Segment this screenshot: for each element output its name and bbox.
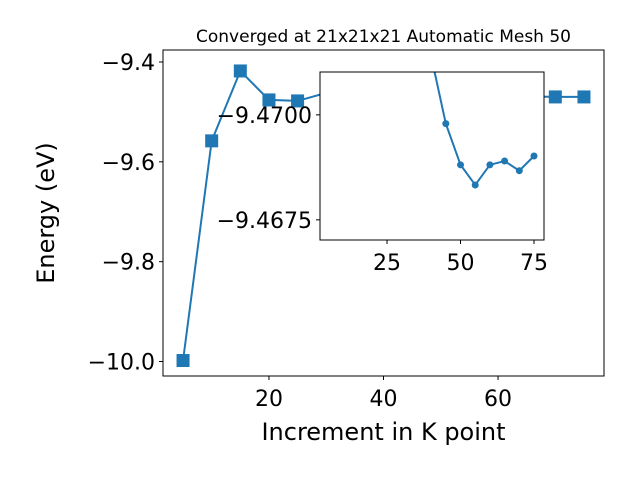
- x-tick-label: 20: [255, 387, 283, 412]
- x-tick-label: 40: [370, 387, 398, 412]
- marker: [515, 167, 523, 175]
- marker: [442, 120, 450, 128]
- marker: [548, 90, 562, 104]
- axes-frame: [319, 71, 545, 241]
- marker: [471, 181, 479, 189]
- marker: [486, 161, 494, 169]
- x-tick-label: 50: [447, 251, 475, 276]
- x-tick-label: 60: [484, 387, 512, 412]
- marker: [262, 93, 276, 107]
- plot-area: [320, 72, 544, 240]
- x-tick-label: 75: [520, 251, 548, 276]
- x-tick-label: 25: [373, 251, 401, 276]
- y-tick-label: −9.4675: [217, 209, 312, 234]
- marker: [291, 94, 305, 108]
- y-tick-label: −9.8: [102, 251, 155, 276]
- chart-title: Converged at 21x21x21 Automatic Mesh 50: [196, 27, 571, 47]
- y-tick-label: −9.4700: [217, 104, 312, 129]
- marker: [501, 157, 509, 165]
- x-axis-label: Increment in K point: [261, 418, 505, 446]
- marker: [530, 152, 538, 160]
- marker: [233, 64, 247, 78]
- y-tick-label: −9.4: [102, 51, 155, 76]
- marker: [176, 354, 190, 368]
- marker: [205, 134, 219, 148]
- y-axis-label: Energy (eV): [32, 142, 60, 284]
- y-tick-label: −9.6: [102, 151, 155, 176]
- y-tick-label: −10.0: [88, 351, 155, 376]
- marker: [577, 90, 591, 104]
- marker: [457, 161, 465, 169]
